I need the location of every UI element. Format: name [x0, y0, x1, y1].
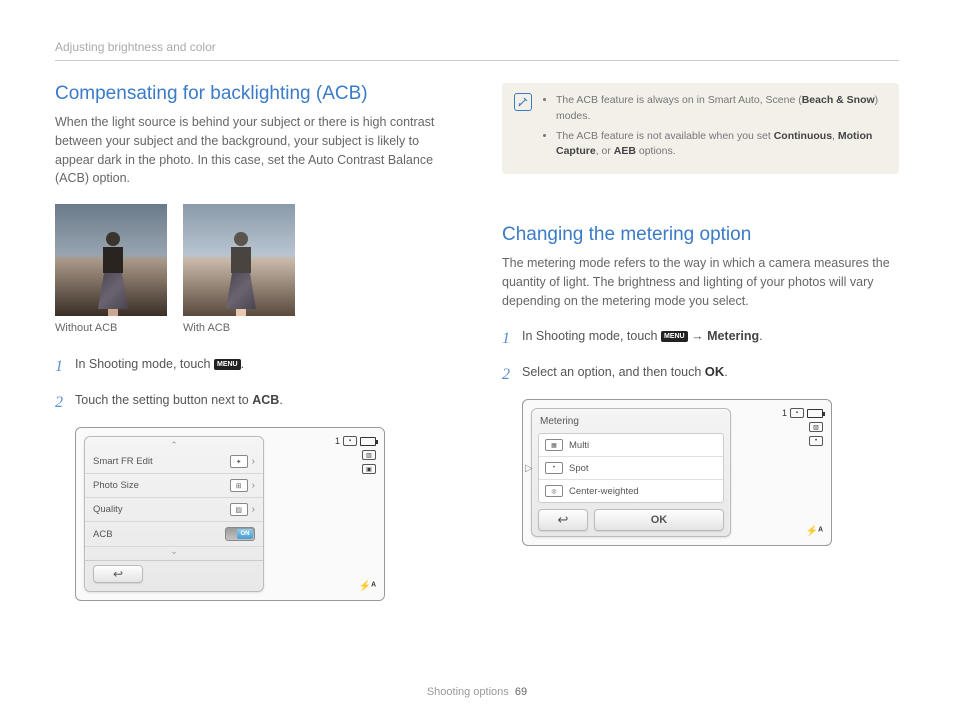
acb-title: Compensating for backlighting (ACB) [55, 83, 452, 105]
mode-icon-2: ▣ [362, 464, 376, 474]
chevron-down-icon[interactable]: ⌄ [85, 547, 263, 556]
shot-count: 1 [782, 408, 787, 418]
step-text: In Shooting mode, touch MENU. [75, 354, 244, 380]
ok-button[interactable]: OK [594, 509, 724, 531]
step-text: Touch the setting button next to ACB. [75, 390, 283, 416]
status-side: 1 ▪ ▥ • ⚡ᴬ [737, 408, 823, 537]
step-text: In Shooting mode, touch MENU → Metering. [522, 326, 763, 352]
card-icon: ▪ [343, 436, 357, 446]
page-footer: Shooting options 69 [0, 686, 954, 698]
meter-panel: Metering ▦Multi •Spot ◎Center-weighted ↩… [531, 408, 731, 537]
option-center[interactable]: ◎Center-weighted [539, 480, 723, 502]
status-side: 1 ▪ ▥ ▣ ⚡ᴬ [270, 436, 376, 592]
info-list: The ACB feature is always on in Smart Au… [542, 93, 887, 164]
option-spot[interactable]: •Spot [539, 457, 723, 480]
right-step-1: 1 In Shooting mode, touch MENU → Meterin… [502, 326, 899, 352]
info-box: The ACB feature is always on in Smart Au… [502, 83, 899, 174]
left-step-1: 1 In Shooting mode, touch MENU. [55, 354, 452, 380]
photo-with-acb [183, 204, 295, 316]
metering-title: Changing the metering option [502, 224, 899, 246]
multi-icon: ▦ [545, 439, 563, 451]
center-icon: ◎ [545, 485, 563, 497]
menu-row-smart-fr[interactable]: Smart FR Edit✦› [85, 450, 263, 474]
right-column: The ACB feature is always on in Smart Au… [502, 83, 899, 601]
metering-screen: Metering ▦Multi •Spot ◎Center-weighted ↩… [522, 399, 832, 546]
page-header: Adjusting brightness and color [55, 40, 899, 61]
step-number: 2 [55, 390, 67, 416]
menu-panel: ⌃ Smart FR Edit✦› Photo Size⊞› Quality▨›… [84, 436, 264, 592]
mode-icon-1: ▥ [362, 450, 376, 460]
ok-icon: OK [705, 362, 725, 383]
mode-icon-2: • [809, 436, 823, 446]
menu-row-photo-size[interactable]: Photo Size⊞› [85, 474, 263, 498]
mode-icon-1: ▥ [809, 422, 823, 432]
info-item: The ACB feature is always on in Smart Au… [556, 93, 887, 125]
flash-auto-icon: ⚡ᴬ [806, 526, 823, 537]
acb-screen: ⌃ Smart FR Edit✦› Photo Size⊞› Quality▨›… [75, 427, 385, 601]
meter-panel-title: Metering [538, 414, 724, 433]
right-step-2: 2 Select an option, and then touch OK. [502, 362, 899, 388]
spot-icon: • [545, 462, 563, 474]
photo-without-acb [55, 204, 167, 316]
step-number: 1 [55, 354, 67, 380]
left-step-2: 2 Touch the setting button next to ACB. [55, 390, 452, 416]
acb-intro: When the light source is behind your sub… [55, 113, 452, 188]
chevron-up-icon[interactable]: ⌃ [85, 441, 263, 450]
menu-row-quality[interactable]: Quality▨› [85, 498, 263, 522]
caption-with: With ACB [183, 322, 295, 334]
left-column: Compensating for backlighting (ACB) When… [55, 83, 452, 601]
size-icon: ⊞ [230, 479, 248, 492]
quality-icon: ▨ [230, 503, 248, 516]
menu-icon: MENU [661, 331, 688, 342]
battery-icon [360, 437, 376, 446]
caption-row: Without ACB With ACB [55, 322, 452, 334]
info-item: The ACB feature is not available when yo… [556, 129, 887, 161]
note-icon [514, 93, 532, 111]
option-list: ▦Multi •Spot ◎Center-weighted [538, 433, 724, 503]
menu-icon: MENU [214, 359, 241, 370]
acb-toggle[interactable] [225, 527, 255, 541]
option-multi[interactable]: ▦Multi [539, 434, 723, 457]
shot-count: 1 [335, 436, 340, 446]
step-number: 2 [502, 362, 514, 388]
metering-intro: The metering mode refers to the way in w… [502, 254, 899, 310]
face-edit-icon: ✦ [230, 455, 248, 468]
back-button[interactable]: ↩ [538, 509, 588, 531]
battery-icon [807, 409, 823, 418]
card-icon: ▪ [790, 408, 804, 418]
step-number: 1 [502, 326, 514, 352]
menu-row-acb[interactable]: ACB [85, 522, 263, 547]
caption-without: Without ACB [55, 322, 167, 334]
flash-auto-icon: ⚡ᴬ [359, 581, 376, 592]
content-columns: Compensating for backlighting (ACB) When… [55, 83, 899, 601]
back-button[interactable]: ↩ [93, 565, 143, 583]
step-text: Select an option, and then touch OK. [522, 362, 728, 388]
example-images [55, 204, 452, 316]
